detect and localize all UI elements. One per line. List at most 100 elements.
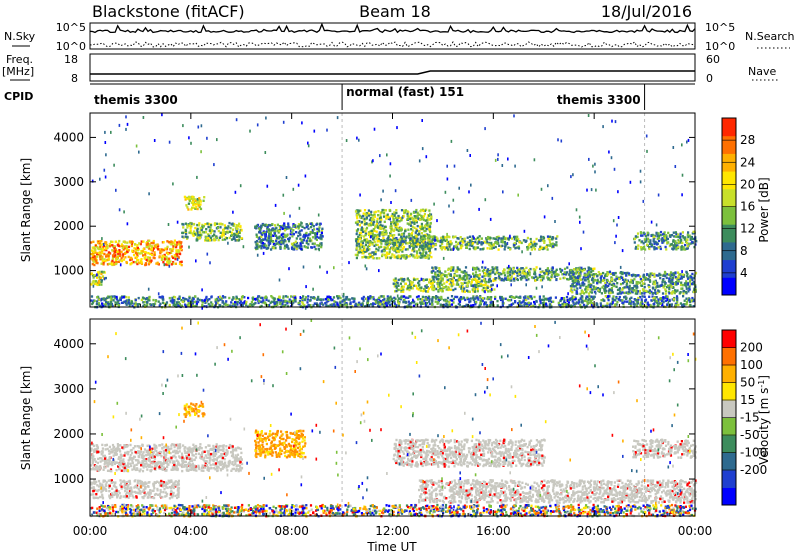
echo-cell <box>158 248 161 251</box>
echo-cell <box>604 291 607 294</box>
echo-cell <box>657 239 661 243</box>
echo-cell <box>441 287 444 291</box>
echo-cell <box>631 279 634 282</box>
echo-cell <box>348 298 351 301</box>
echo-cell <box>677 238 680 242</box>
echo-cell <box>394 277 397 280</box>
echo-cell <box>219 231 222 234</box>
echo-cell <box>243 296 246 299</box>
echo-cell <box>458 274 461 277</box>
echo-cell <box>688 234 691 237</box>
echo-cell <box>652 240 655 243</box>
echo-cell <box>370 303 373 306</box>
echo-cell <box>668 277 671 280</box>
echo-cell <box>177 304 180 308</box>
echo-cell <box>366 302 369 305</box>
echo-cell <box>312 225 315 228</box>
echo-cell <box>668 287 671 291</box>
echo-cell <box>143 300 146 304</box>
echo-cell <box>272 234 275 237</box>
echo-cell <box>107 301 110 304</box>
echo-cell <box>221 238 224 241</box>
echo-cell <box>272 246 275 250</box>
echo-cell <box>661 292 665 295</box>
echo-cell <box>389 234 392 237</box>
echo-cell <box>113 247 116 250</box>
echo-cell <box>278 235 281 238</box>
echo-cell <box>402 235 405 238</box>
echo-cell <box>187 208 190 211</box>
echo-cell <box>517 296 520 299</box>
echo-cell <box>94 259 98 262</box>
echo-cell <box>197 300 200 304</box>
echo-cell <box>133 253 136 257</box>
echo-cell <box>175 245 178 249</box>
echo-cell <box>652 235 655 239</box>
echo-cell <box>440 297 443 301</box>
echo-cell <box>381 230 384 234</box>
echo-cell <box>470 284 473 287</box>
echo-cell <box>426 216 429 220</box>
echo-cell <box>157 300 160 303</box>
echo-cell <box>415 221 418 224</box>
echo-cell <box>235 296 238 300</box>
echo-cell <box>466 284 469 288</box>
echo-cell <box>495 240 498 244</box>
echo-cell <box>287 247 290 250</box>
echo-cell <box>431 285 434 288</box>
echo-cell <box>480 241 483 244</box>
echo-cell <box>526 248 529 251</box>
echo-cell <box>131 304 134 308</box>
echo-cell <box>276 223 279 226</box>
echo-cell <box>221 295 225 298</box>
echo-cell <box>193 203 196 206</box>
echo-cell <box>189 229 192 233</box>
echo-cell <box>101 271 104 274</box>
echo-cell <box>315 302 318 305</box>
echo-cell <box>452 236 455 239</box>
echo-cell <box>677 235 680 239</box>
echo-cell <box>690 276 693 279</box>
echo-cell <box>565 273 568 276</box>
echo-cell <box>444 270 447 273</box>
echo-cell <box>530 248 533 251</box>
echo-cell <box>180 304 183 308</box>
echo-cell <box>131 249 134 252</box>
echo-cell <box>365 297 368 301</box>
echo-cell <box>675 246 679 249</box>
echo-cell <box>424 229 427 233</box>
echo-cell <box>474 240 477 244</box>
echo-cell <box>670 243 673 246</box>
echo-cell <box>451 299 454 302</box>
echo-cell <box>373 218 376 221</box>
echo-cell <box>682 289 685 293</box>
echo-cell <box>436 282 439 286</box>
echo-cell <box>646 290 649 293</box>
echo-cell <box>683 283 687 286</box>
echo-cell <box>644 235 647 238</box>
echo-cell <box>579 270 582 274</box>
echo-cell <box>538 303 541 307</box>
echo-cell <box>428 300 431 303</box>
echo-cell <box>573 303 576 307</box>
echo-cell <box>643 285 646 289</box>
echo-cell <box>102 270 105 274</box>
echo-cell <box>579 297 582 300</box>
echo-cell <box>319 234 322 237</box>
echo-cell <box>193 304 196 308</box>
echo-cell <box>199 203 202 206</box>
echo-cell <box>496 266 499 269</box>
echo-cell <box>479 248 482 251</box>
echo-cell <box>395 209 398 212</box>
echo-cell <box>164 257 167 260</box>
echo-cell <box>662 296 665 299</box>
echo-cell <box>681 241 684 245</box>
echo-cell <box>199 207 203 211</box>
echo-cell <box>198 205 201 209</box>
echo-cell <box>336 303 339 306</box>
echo-cell <box>114 240 118 243</box>
echo-cell <box>161 257 164 260</box>
echo-cell <box>491 283 494 287</box>
echo-cell <box>417 217 420 220</box>
echo-cell <box>392 215 395 218</box>
